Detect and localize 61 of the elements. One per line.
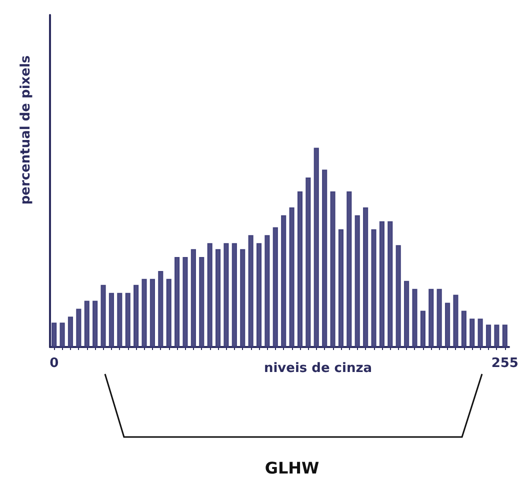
bar	[166, 278, 172, 348]
bar	[371, 229, 376, 348]
bar	[272, 227, 278, 348]
bar	[314, 148, 319, 348]
bar	[306, 178, 311, 348]
bar	[404, 280, 410, 348]
bar	[52, 322, 57, 348]
bar	[207, 243, 212, 348]
bar	[256, 243, 262, 348]
bar	[92, 300, 98, 348]
bar	[240, 249, 246, 348]
bar	[224, 243, 229, 348]
bar	[264, 235, 270, 348]
bar	[494, 324, 500, 348]
bar	[363, 207, 368, 348]
bar	[68, 316, 74, 348]
bar	[125, 292, 130, 348]
bar	[281, 215, 286, 348]
bar	[412, 288, 418, 348]
bar	[84, 300, 90, 348]
x-tick-label: 255	[491, 356, 518, 371]
bar	[100, 284, 106, 348]
bar	[108, 292, 114, 348]
bar	[174, 257, 180, 348]
x-tick-label: 0	[50, 356, 59, 371]
bar	[150, 278, 156, 348]
bar	[379, 221, 385, 348]
bar	[338, 229, 344, 348]
bar	[330, 191, 336, 348]
bar	[396, 245, 401, 348]
x-axis-title: niveis de cinza	[264, 361, 372, 376]
bar	[199, 257, 204, 348]
bar	[76, 308, 82, 348]
bar	[470, 318, 475, 348]
bar	[60, 322, 65, 348]
bar	[453, 294, 458, 348]
bar	[478, 318, 483, 348]
bar	[354, 215, 360, 348]
bar	[444, 302, 450, 348]
bar	[215, 249, 221, 348]
y-axis-title: percentual de pixels	[18, 55, 34, 205]
bar	[158, 270, 164, 348]
bar	[232, 243, 237, 348]
bar	[297, 191, 303, 348]
bar	[486, 324, 492, 348]
bar	[182, 257, 188, 348]
bar	[142, 278, 147, 348]
bar	[134, 284, 139, 348]
bar	[248, 235, 254, 348]
bar	[322, 170, 328, 348]
bar	[428, 288, 434, 348]
bar	[289, 207, 294, 348]
bar	[436, 288, 442, 348]
bar	[190, 249, 196, 348]
bar	[502, 324, 508, 348]
bar	[461, 310, 466, 348]
text: GLHW	[264, 458, 320, 478]
bar	[117, 292, 122, 348]
bar	[420, 310, 426, 348]
bar	[346, 191, 352, 348]
bar	[388, 221, 393, 348]
